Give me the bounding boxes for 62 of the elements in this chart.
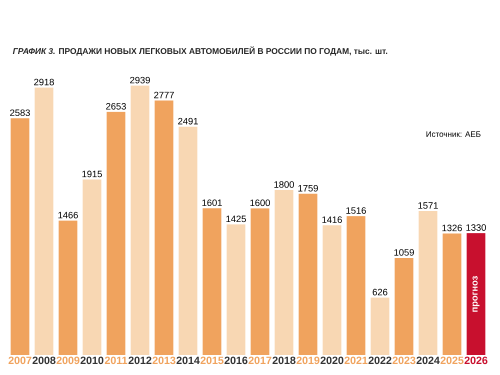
x-tick-label: 2009 (56, 356, 80, 364)
x-tick-label: 2010 (80, 356, 104, 364)
data-label: 1326 (442, 224, 462, 232)
bar (394, 258, 414, 355)
bar (130, 86, 150, 355)
data-label: 2583 (10, 109, 30, 116)
x-tick-label: 2014 (176, 356, 200, 364)
data-label: 626 (372, 288, 388, 296)
x-tick-label: 2021 (344, 356, 368, 364)
data-label: 1600 (250, 200, 270, 206)
x-tick-label: 2013 (152, 356, 176, 364)
x-tick-label: 2020 (320, 356, 344, 364)
x-tick-label: 2026 (464, 356, 488, 364)
x-tick-label: 2011 (104, 356, 128, 364)
data-label: 1516 (346, 207, 366, 214)
data-label: 2777 (154, 92, 174, 98)
data-label: 1330 (466, 224, 486, 231)
x-tick-label: 2008 (32, 356, 56, 364)
x-tick-label: 2016 (224, 356, 248, 364)
data-label: 1466 (58, 212, 78, 218)
bar (202, 208, 222, 355)
bar (34, 88, 54, 355)
data-label: 2918 (34, 78, 54, 86)
x-tick-label: 2023 (392, 356, 416, 364)
bar (418, 211, 438, 355)
data-label: 2491 (178, 118, 198, 124)
x-tick-label: 2022 (368, 356, 392, 364)
data-label: 1416 (322, 216, 342, 223)
bar (250, 208, 270, 355)
chart-title: ГРАФИК 3. ПРОДАЖИ НОВЫХ ЛЕГКОВЫХ АВТОМОБИЛЕЙ В РОССИИ ПО ГОДАМ, тыс. шт. (12, 46, 388, 56)
bar (466, 233, 486, 355)
data-label: 1059 (394, 249, 414, 256)
x-tick-label: 2012 (128, 356, 152, 364)
x-tick-label: 2018 (272, 356, 296, 364)
data-label: 1571 (418, 202, 438, 209)
bar (274, 190, 294, 355)
x-tick-label: 2024 (416, 356, 440, 364)
data-label: 2653 (106, 103, 126, 110)
x-tick-label: 2017 (248, 356, 272, 364)
x-tick-label: 2025 (440, 356, 464, 364)
bar (58, 220, 78, 355)
bar (106, 112, 126, 355)
x-tick-label: 2015 (200, 356, 224, 364)
bar (322, 225, 342, 355)
data-label: 1800 (274, 181, 294, 188)
bar (298, 194, 318, 355)
bar (226, 224, 246, 355)
data-label: 1759 (298, 184, 318, 192)
bar (370, 298, 390, 355)
bar (10, 118, 30, 355)
bar (442, 233, 462, 355)
data-label: 1915 (82, 170, 102, 178)
bar (346, 216, 366, 355)
x-tick-label: 2007 (8, 356, 32, 364)
bar (82, 180, 102, 355)
data-label: 1425 (226, 216, 246, 222)
annotation: прогноз (472, 276, 480, 312)
bar (154, 100, 174, 355)
bar (178, 126, 198, 355)
data-label: 1601 (202, 199, 222, 206)
x-tick-label: 2019 (296, 356, 320, 364)
data-label: 2939 (130, 76, 150, 84)
